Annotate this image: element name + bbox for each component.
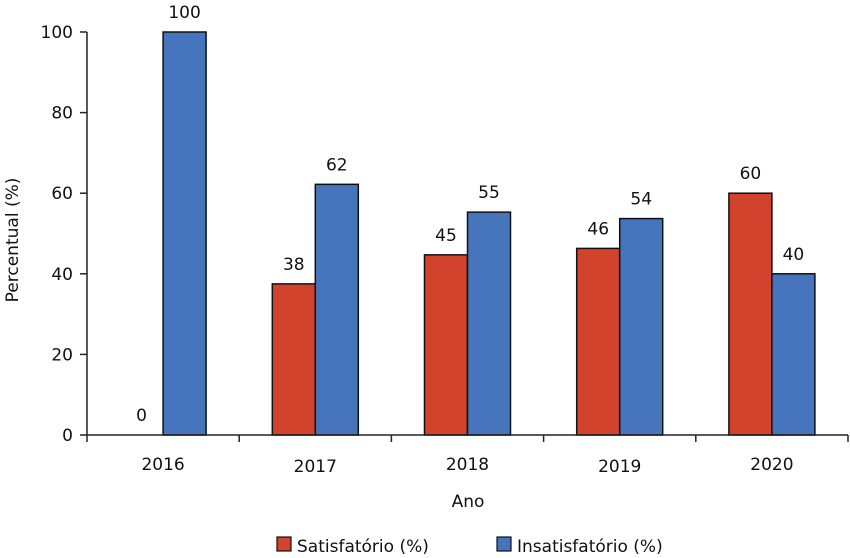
bar-satisfatorio-2019: [575, 247, 621, 436]
bar-insatisfatorio-2020: [771, 273, 816, 436]
legend-label: Satisfatório (%): [297, 537, 429, 557]
data-label: 40: [783, 245, 805, 265]
bar-insatisfatorio-2017: [314, 183, 360, 436]
x-axis-title: Ano: [452, 492, 485, 512]
bars-group: [162, 31, 816, 436]
legend-swatch: [496, 536, 512, 552]
y-tick-label: 80: [51, 104, 73, 124]
bar-insatisfatorio-2018: [466, 211, 512, 436]
y-tick-label: 60: [51, 184, 73, 204]
y-ticks-group: 0 20 40 60 80 100: [41, 23, 87, 446]
data-label: 100: [168, 3, 200, 23]
data-label: 46: [587, 219, 609, 239]
legend: Satisfatório (%) Insatisfatório (%): [276, 536, 663, 557]
bar-satisfatorio-2020: [728, 192, 773, 436]
data-labels-group: 0 100 38 62 45 55 46 54 60 40: [136, 3, 804, 426]
data-label: 62: [326, 155, 348, 175]
bar-satisfatorio-2018: [423, 254, 469, 436]
x-tick-label: 2016: [141, 455, 184, 475]
bar-satisfatorio-2017: [271, 283, 317, 436]
data-label: 45: [435, 226, 457, 246]
y-tick-label: 100: [41, 23, 73, 43]
data-label: 0: [136, 406, 147, 426]
x-ticks-group: 2016 2017 2018 2019 2020: [86, 435, 849, 477]
data-label: 54: [630, 190, 652, 210]
legend-swatch: [276, 536, 292, 552]
y-tick-label: 0: [62, 426, 73, 446]
bar-insatisfatorio-2016: [162, 31, 207, 436]
bar-insatisfatorio-2019: [618, 217, 664, 436]
data-label: 60: [740, 164, 762, 184]
data-label: 38: [283, 255, 305, 275]
legend-label: Insatisfatório (%): [517, 537, 663, 557]
legend-item-insatisfatorio: Insatisfatório (%): [496, 536, 663, 557]
x-tick-label: 2019: [598, 457, 641, 477]
y-tick-label: 20: [51, 345, 73, 365]
y-tick-label: 40: [51, 265, 73, 285]
x-tick-label: 2017: [294, 457, 337, 477]
x-tick-label: 2020: [750, 455, 793, 475]
x-tick-label: 2018: [446, 455, 489, 475]
legend-item-satisfatorio: Satisfatório (%): [276, 536, 429, 557]
y-axis-title: Percentual (%): [3, 178, 23, 303]
data-label: 55: [478, 183, 500, 203]
